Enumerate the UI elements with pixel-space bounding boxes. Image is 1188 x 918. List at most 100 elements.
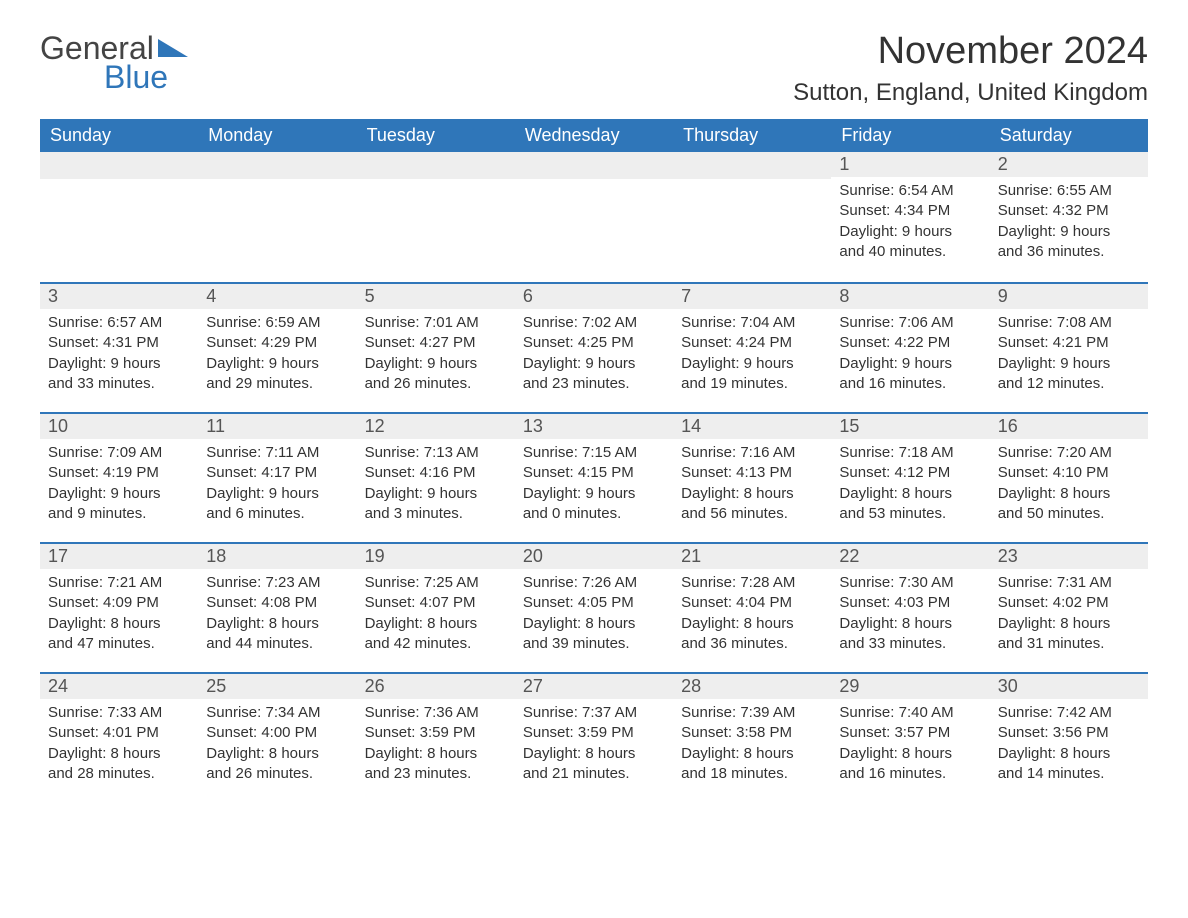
day-day1: Daylight: 8 hours bbox=[839, 744, 981, 764]
day-day2: and 44 minutes. bbox=[206, 634, 348, 654]
day-day1: Daylight: 8 hours bbox=[365, 614, 507, 634]
day-day1: Daylight: 9 hours bbox=[839, 222, 981, 242]
day-sunset: Sunset: 4:10 PM bbox=[998, 463, 1140, 483]
day-body: Sunrise: 7:15 AMSunset: 4:15 PMDaylight:… bbox=[515, 439, 673, 534]
day-body: Sunrise: 7:08 AMSunset: 4:21 PMDaylight:… bbox=[990, 309, 1148, 404]
day-day1: Daylight: 9 hours bbox=[523, 354, 665, 374]
day-cell: 25Sunrise: 7:34 AMSunset: 4:00 PMDayligh… bbox=[198, 674, 356, 802]
day-sunset: Sunset: 4:24 PM bbox=[681, 333, 823, 353]
day-sunrise: Sunrise: 7:11 AM bbox=[206, 443, 348, 463]
day-day2: and 6 minutes. bbox=[206, 504, 348, 524]
day-cell: 12Sunrise: 7:13 AMSunset: 4:16 PMDayligh… bbox=[357, 414, 515, 542]
day-day2: and 39 minutes. bbox=[523, 634, 665, 654]
day-day1: Daylight: 8 hours bbox=[998, 614, 1140, 634]
empty-day bbox=[673, 152, 831, 179]
day-day1: Daylight: 8 hours bbox=[206, 614, 348, 634]
day-body: Sunrise: 7:11 AMSunset: 4:17 PMDaylight:… bbox=[198, 439, 356, 534]
day-cell: 15Sunrise: 7:18 AMSunset: 4:12 PMDayligh… bbox=[831, 414, 989, 542]
day-day2: and 50 minutes. bbox=[998, 504, 1140, 524]
day-day2: and 42 minutes. bbox=[365, 634, 507, 654]
day-body: Sunrise: 7:34 AMSunset: 4:00 PMDaylight:… bbox=[198, 699, 356, 794]
day-sunrise: Sunrise: 7:34 AM bbox=[206, 703, 348, 723]
day-cell: 11Sunrise: 7:11 AMSunset: 4:17 PMDayligh… bbox=[198, 414, 356, 542]
day-sunset: Sunset: 3:59 PM bbox=[365, 723, 507, 743]
day-day1: Daylight: 8 hours bbox=[365, 744, 507, 764]
day-sunset: Sunset: 4:31 PM bbox=[48, 333, 190, 353]
day-number: 2 bbox=[990, 152, 1148, 177]
day-header: Saturday bbox=[990, 119, 1148, 152]
day-day1: Daylight: 9 hours bbox=[998, 222, 1140, 242]
day-body: Sunrise: 7:23 AMSunset: 4:08 PMDaylight:… bbox=[198, 569, 356, 664]
day-body: Sunrise: 7:06 AMSunset: 4:22 PMDaylight:… bbox=[831, 309, 989, 404]
day-sunset: Sunset: 4:08 PM bbox=[206, 593, 348, 613]
day-sunrise: Sunrise: 7:26 AM bbox=[523, 573, 665, 593]
day-sunrise: Sunrise: 6:57 AM bbox=[48, 313, 190, 333]
day-body: Sunrise: 7:37 AMSunset: 3:59 PMDaylight:… bbox=[515, 699, 673, 794]
day-number: 12 bbox=[357, 414, 515, 439]
day-number: 3 bbox=[40, 284, 198, 309]
day-number: 25 bbox=[198, 674, 356, 699]
day-day1: Daylight: 8 hours bbox=[48, 614, 190, 634]
day-sunrise: Sunrise: 7:16 AM bbox=[681, 443, 823, 463]
day-sunset: Sunset: 4:04 PM bbox=[681, 593, 823, 613]
day-body: Sunrise: 6:54 AMSunset: 4:34 PMDaylight:… bbox=[831, 177, 989, 272]
day-sunrise: Sunrise: 7:39 AM bbox=[681, 703, 823, 723]
day-body: Sunrise: 7:25 AMSunset: 4:07 PMDaylight:… bbox=[357, 569, 515, 664]
day-number: 30 bbox=[990, 674, 1148, 699]
day-day1: Daylight: 9 hours bbox=[48, 484, 190, 504]
day-day2: and 3 minutes. bbox=[365, 504, 507, 524]
day-day2: and 33 minutes. bbox=[839, 634, 981, 654]
day-sunrise: Sunrise: 7:42 AM bbox=[998, 703, 1140, 723]
day-day2: and 23 minutes. bbox=[523, 374, 665, 394]
day-sunset: Sunset: 4:32 PM bbox=[998, 201, 1140, 221]
day-cell: 5Sunrise: 7:01 AMSunset: 4:27 PMDaylight… bbox=[357, 284, 515, 412]
day-sunrise: Sunrise: 7:06 AM bbox=[839, 313, 981, 333]
day-sunrise: Sunrise: 7:33 AM bbox=[48, 703, 190, 723]
day-sunset: Sunset: 4:05 PM bbox=[523, 593, 665, 613]
day-day1: Daylight: 9 hours bbox=[681, 354, 823, 374]
day-number: 8 bbox=[831, 284, 989, 309]
day-cell: 29Sunrise: 7:40 AMSunset: 3:57 PMDayligh… bbox=[831, 674, 989, 802]
empty-day bbox=[198, 152, 356, 179]
day-sunset: Sunset: 4:13 PM bbox=[681, 463, 823, 483]
day-day2: and 23 minutes. bbox=[365, 764, 507, 784]
day-day1: Daylight: 8 hours bbox=[839, 614, 981, 634]
empty-day bbox=[40, 152, 198, 179]
day-sunset: Sunset: 4:12 PM bbox=[839, 463, 981, 483]
day-number: 15 bbox=[831, 414, 989, 439]
day-cell: 7Sunrise: 7:04 AMSunset: 4:24 PMDaylight… bbox=[673, 284, 831, 412]
day-day1: Daylight: 9 hours bbox=[523, 484, 665, 504]
day-cell: 22Sunrise: 7:30 AMSunset: 4:03 PMDayligh… bbox=[831, 544, 989, 672]
day-day2: and 29 minutes. bbox=[206, 374, 348, 394]
day-cell: 20Sunrise: 7:26 AMSunset: 4:05 PMDayligh… bbox=[515, 544, 673, 672]
day-day2: and 40 minutes. bbox=[839, 242, 981, 262]
day-day2: and 47 minutes. bbox=[48, 634, 190, 654]
day-day1: Daylight: 9 hours bbox=[365, 484, 507, 504]
day-cell: 3Sunrise: 6:57 AMSunset: 4:31 PMDaylight… bbox=[40, 284, 198, 412]
day-number: 17 bbox=[40, 544, 198, 569]
day-cell: 19Sunrise: 7:25 AMSunset: 4:07 PMDayligh… bbox=[357, 544, 515, 672]
day-body: Sunrise: 7:28 AMSunset: 4:04 PMDaylight:… bbox=[673, 569, 831, 664]
day-sunset: Sunset: 4:07 PM bbox=[365, 593, 507, 613]
day-sunset: Sunset: 3:59 PM bbox=[523, 723, 665, 743]
logo: General Blue bbox=[40, 30, 188, 96]
day-body: Sunrise: 7:02 AMSunset: 4:25 PMDaylight:… bbox=[515, 309, 673, 404]
day-number: 9 bbox=[990, 284, 1148, 309]
day-day2: and 18 minutes. bbox=[681, 764, 823, 784]
day-header: Sunday bbox=[40, 119, 198, 152]
day-header: Wednesday bbox=[515, 119, 673, 152]
day-sunset: Sunset: 4:34 PM bbox=[839, 201, 981, 221]
day-body: Sunrise: 7:21 AMSunset: 4:09 PMDaylight:… bbox=[40, 569, 198, 664]
day-day1: Daylight: 8 hours bbox=[681, 744, 823, 764]
day-cell bbox=[515, 152, 673, 282]
day-cell bbox=[40, 152, 198, 282]
day-sunrise: Sunrise: 7:13 AM bbox=[365, 443, 507, 463]
logo-text-2: Blue bbox=[104, 59, 168, 96]
week-row: 3 Sunrise: 6:57 AMSunset: 4:31 PM Daylight… bbox=[40, 282, 1148, 412]
day-day2: and 14 minutes. bbox=[998, 764, 1140, 784]
day-body: Sunrise: 7:18 AMSunset: 4:12 PMDaylight:… bbox=[831, 439, 989, 534]
day-sunrise: Sunrise: 6:54 AM bbox=[839, 181, 981, 201]
day-sunrise: Sunrise: 7:40 AM bbox=[839, 703, 981, 723]
day-day1: Daylight: 8 hours bbox=[523, 614, 665, 634]
day-number: 11 bbox=[198, 414, 356, 439]
